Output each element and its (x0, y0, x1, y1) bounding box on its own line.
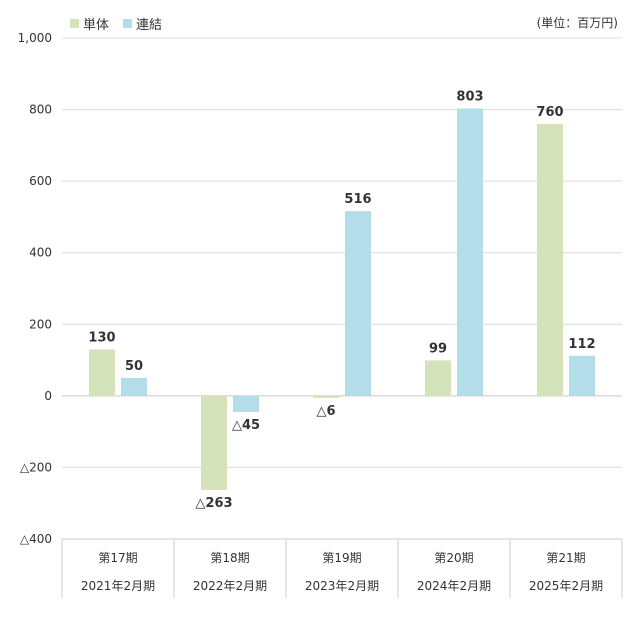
legend-item-single: 単体 (70, 14, 109, 33)
x-tick-label-period: 第18期 (210, 551, 249, 565)
data-label: 760 (536, 105, 563, 120)
legend-label-single: 単体 (83, 18, 110, 33)
legend-swatch-single (70, 19, 79, 28)
legend-item-consolidated: 連結 (123, 14, 162, 33)
unit-label: (単位：百万円) (536, 16, 618, 30)
legend-label-consolidated: 連結 (136, 18, 163, 33)
data-label: △263 (195, 496, 232, 511)
bar (425, 360, 451, 396)
bar (121, 377, 147, 396)
data-label: △45 (232, 418, 260, 433)
x-tick-label-date: 2023年2月期 (305, 579, 379, 593)
bar (201, 395, 227, 490)
y-tick-label: 600 (29, 174, 52, 188)
bar (569, 355, 595, 396)
bar (457, 108, 483, 396)
y-tick-label: △200 (20, 460, 52, 474)
x-tick-label-period: 第19期 (322, 551, 361, 565)
bar (345, 211, 371, 396)
data-label: 99 (429, 341, 447, 356)
x-tick-label-date: 2021年2月期 (81, 579, 155, 593)
y-tick-label: 0 (44, 389, 52, 403)
x-tick-label-period: 第20期 (434, 551, 473, 565)
x-tick-label-period: 第21期 (546, 551, 585, 565)
data-label: 803 (456, 89, 483, 104)
x-tick-label-period: 第17期 (98, 551, 137, 565)
y-tick-label: 200 (29, 317, 52, 331)
legend-swatch-consolidated (123, 19, 133, 28)
x-tick-label-date: 2022年2月期 (193, 579, 267, 593)
bar (89, 349, 115, 396)
bar (313, 395, 339, 399)
data-label: 50 (125, 359, 143, 374)
data-label: 130 (88, 330, 115, 345)
x-tick-label-date: 2025年2月期 (529, 579, 603, 593)
bar (233, 395, 259, 412)
bar (537, 123, 563, 396)
y-tick-label: 1,000 (18, 31, 52, 45)
data-label: 516 (344, 192, 371, 207)
y-tick-label: △400 (20, 532, 52, 546)
y-tick-label: 400 (29, 246, 52, 260)
x-tick-label-date: 2024年2月期 (417, 579, 491, 593)
data-label: △6 (316, 404, 335, 419)
y-tick-label: 800 (29, 103, 52, 117)
legend: 単体 連結 (70, 14, 162, 33)
data-label: 112 (568, 337, 595, 352)
